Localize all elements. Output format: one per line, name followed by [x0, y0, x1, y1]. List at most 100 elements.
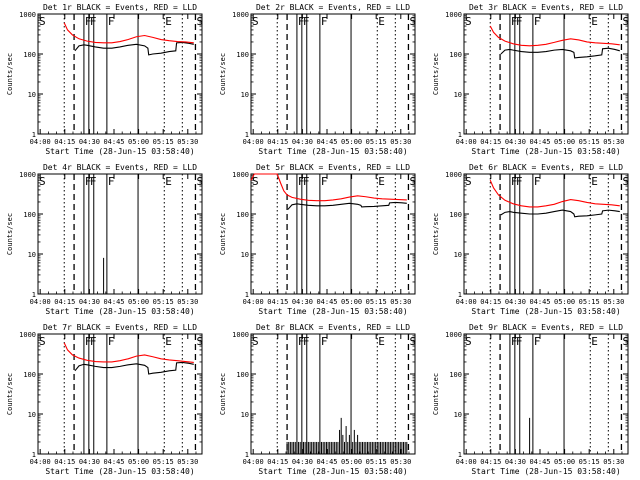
- event-marker-label: E: [165, 335, 172, 348]
- y-tick-label: 10: [241, 91, 249, 99]
- event-marker-label: E: [591, 175, 598, 188]
- x-tick-label: 05:15: [579, 138, 600, 146]
- x-axis-label: Start Time (28-Jun-15 03:58:40): [258, 307, 407, 316]
- x-tick-label: 04:30: [505, 138, 526, 146]
- x-tick-label: 04:45: [316, 138, 337, 146]
- y-tick-label: 1: [458, 291, 462, 299]
- y-tick-label: 1: [245, 451, 249, 459]
- event-marker-label: S: [252, 335, 259, 348]
- y-tick-label: 10: [454, 411, 462, 419]
- x-tick-label: 04:45: [529, 458, 550, 466]
- y-tick-label: 1: [32, 451, 36, 459]
- y-axis-label: Counts/sec: [6, 213, 14, 255]
- y-tick-label: 100: [23, 371, 36, 379]
- chart-panel-1: Det 1r BLACK = Events, RED = LLD 1 10 100 10…: [6, 3, 203, 156]
- chart-title: Det 3r BLACK = Events, RED = LLD: [469, 3, 623, 12]
- x-tick-label: 04:45: [316, 458, 337, 466]
- x-tick-label: 04:45: [103, 298, 124, 306]
- y-axis-label: Counts/sec: [6, 53, 14, 95]
- chart-panel-2: Det 2r BLACK = Events, RED = LLD 1 10 100 10…: [219, 3, 416, 156]
- x-tick-label: 04:15: [54, 458, 75, 466]
- event-marker-label: F: [511, 175, 518, 188]
- x-tick-label: 04:30: [292, 298, 313, 306]
- y-tick-label: 1000: [232, 171, 249, 179]
- plot-frame: [37, 13, 203, 135]
- y-tick-label: 100: [23, 51, 36, 59]
- x-tick-label: 05:30: [603, 458, 624, 466]
- x-tick-label: 04:15: [267, 458, 288, 466]
- event-marker-label: F: [321, 335, 328, 348]
- x-tick-label: 05:30: [390, 138, 411, 146]
- plot-frame: [250, 333, 416, 455]
- chart-title: Det 5r BLACK = Events, RED = LLD: [256, 163, 410, 172]
- event-marker-label: E: [378, 15, 385, 28]
- series-lld-line: [63, 342, 194, 363]
- y-tick-label: 10: [28, 251, 36, 259]
- y-tick-label: 1000: [232, 331, 249, 339]
- x-tick-label: 04:00: [243, 138, 264, 146]
- x-tick-label: 05:15: [579, 458, 600, 466]
- x-axis-label: Start Time (28-Jun-15 03:58:40): [45, 147, 194, 156]
- y-tick-label: 1000: [232, 11, 249, 19]
- event-marker-label: F: [90, 15, 97, 28]
- x-tick-label: 04:15: [480, 298, 501, 306]
- plot-frame: [463, 333, 629, 455]
- y-tick-label: 10: [454, 91, 462, 99]
- y-tick-label: 1000: [19, 11, 36, 19]
- event-marker-label: F: [108, 335, 115, 348]
- x-tick-label: 05:30: [603, 138, 624, 146]
- x-tick-label: 04:00: [243, 458, 264, 466]
- event-marker-label: S: [465, 335, 472, 348]
- y-tick-label: 1: [458, 131, 462, 139]
- event-marker-label: F: [85, 15, 92, 28]
- x-tick-label: 04:45: [103, 458, 124, 466]
- y-tick-label: 100: [236, 211, 249, 219]
- event-marker-label: F: [298, 335, 305, 348]
- x-axis-label: Start Time (28-Jun-15 03:58:40): [45, 307, 194, 316]
- event-marker-label: S: [622, 175, 629, 188]
- x-tick-label: 05:30: [177, 298, 198, 306]
- x-tick-label: 04:45: [529, 298, 550, 306]
- x-tick-label: 04:30: [505, 458, 526, 466]
- x-tick-label: 04:00: [30, 138, 51, 146]
- y-tick-label: 1000: [445, 171, 462, 179]
- x-tick-label: 05:00: [341, 298, 362, 306]
- event-marker-label: F: [534, 15, 541, 28]
- event-marker-label: F: [90, 175, 97, 188]
- y-axis-label: Counts/sec: [219, 373, 227, 415]
- y-tick-label: 10: [28, 411, 36, 419]
- x-axis-label: Start Time (28-Jun-15 03:58:40): [45, 467, 194, 476]
- event-marker-label: E: [378, 335, 385, 348]
- y-tick-label: 10: [454, 251, 462, 259]
- x-tick-label: 05:30: [390, 458, 411, 466]
- y-tick-label: 100: [449, 371, 462, 379]
- x-tick-label: 04:15: [54, 138, 75, 146]
- x-axis-label: Start Time (28-Jun-15 03:58:40): [258, 467, 407, 476]
- chart-panel-5: Det 5r BLACK = Events, RED = LLD 1 10 100 10…: [219, 163, 416, 316]
- chart-panel-6: Det 6r BLACK = Events, RED = LLD 1 10 100 10…: [432, 163, 629, 316]
- y-axis-label: Counts/sec: [432, 373, 440, 415]
- series-lld-line: [489, 179, 620, 208]
- event-marker-label: S: [409, 15, 416, 28]
- event-marker-label: F: [108, 15, 115, 28]
- series-events-line: [74, 361, 194, 375]
- x-tick-label: 05:30: [177, 138, 198, 146]
- x-axis-label: Start Time (28-Jun-15 03:58:40): [471, 307, 620, 316]
- y-tick-label: 100: [449, 51, 462, 59]
- event-marker-label: F: [303, 175, 310, 188]
- x-tick-label: 04:15: [480, 138, 501, 146]
- plot-frame: [37, 173, 203, 295]
- event-marker-label: F: [85, 335, 92, 348]
- event-marker-label: S: [39, 335, 46, 348]
- series-lld-line: [63, 22, 194, 44]
- chart-panel-7: Det 7r BLACK = Events, RED = LLD 1 10 100 10…: [6, 323, 203, 476]
- event-marker-label: S: [252, 15, 259, 28]
- event-marker-label: S: [409, 335, 416, 348]
- x-tick-label: 05:00: [341, 458, 362, 466]
- plot-frame: [37, 333, 203, 455]
- chart-title: Det 7r BLACK = Events, RED = LLD: [43, 323, 197, 332]
- chart-panel-3: Det 3r BLACK = Events, RED = LLD 1 10 100 10…: [432, 3, 629, 156]
- y-axis-label: Counts/sec: [432, 213, 440, 255]
- x-tick-label: 04:45: [529, 138, 550, 146]
